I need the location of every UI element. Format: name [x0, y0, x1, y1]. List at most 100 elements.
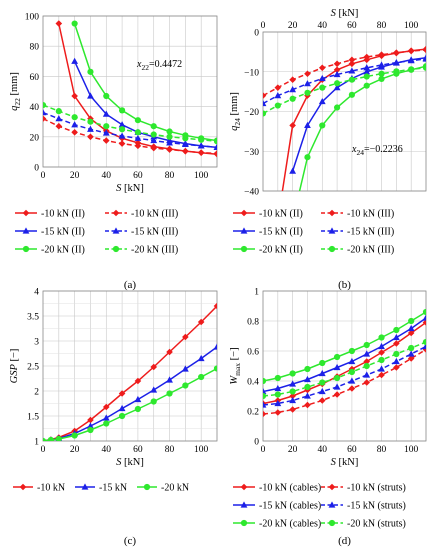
y-tick-label: 0.8: [247, 318, 259, 328]
data-point: [289, 388, 296, 395]
data-point: [333, 60, 341, 68]
data-point: [274, 399, 282, 407]
legend-label: -10 kN (struts): [347, 483, 406, 494]
data-point: [213, 365, 217, 372]
x-tick-label: 80: [377, 445, 387, 455]
legend-marker: [328, 483, 336, 491]
data-point: [289, 95, 296, 102]
plot-frame: [42, 15, 218, 168]
data-point: [182, 382, 189, 389]
legend-marker: [240, 483, 248, 491]
data-point: [348, 347, 356, 355]
legend-marker: [240, 501, 248, 508]
legend-marker: [112, 227, 120, 234]
data-point: [333, 66, 341, 74]
data-point: [363, 53, 371, 61]
y-axis-label: GSP [−]: [9, 349, 20, 384]
legend-label: -20 kN (III): [131, 245, 178, 256]
y-tick-label: 1: [34, 438, 39, 448]
legend-label: -20 kN (II): [259, 245, 303, 256]
data-point: [150, 398, 157, 405]
data-point: [43, 109, 47, 116]
y-tick-label: 20: [30, 133, 40, 143]
data-point: [318, 97, 326, 105]
y-axis-label: q24 [mm]: [229, 92, 242, 131]
data-point: [181, 365, 189, 372]
data-point: [43, 115, 47, 122]
data-point: [289, 406, 296, 413]
legend-marker: [81, 483, 89, 490]
legend-label: -15 kN (cables): [259, 501, 321, 512]
legend-label: -10 kN (cables): [259, 483, 321, 494]
x-tick-label: 60: [347, 445, 357, 455]
x-axis-label: S [kN]: [116, 183, 144, 194]
legend-label: -20 kN (III): [347, 245, 394, 256]
data-point: [274, 84, 282, 91]
legend-marker: [112, 245, 120, 253]
data-point: [304, 154, 311, 161]
legend: -10 kN (cables) -10 kN (struts) -15 kN (ca…: [233, 483, 406, 530]
data-point: [47, 436, 55, 441]
data-point: [348, 76, 356, 83]
data-point: [289, 76, 296, 83]
data-point: [289, 380, 297, 387]
y-axis-label: Wmax [−]: [229, 347, 242, 384]
data-point: [134, 395, 142, 403]
data-point: [87, 92, 94, 99]
data-point: [407, 324, 415, 332]
data-point: [378, 51, 385, 58]
legend-marker: [22, 227, 30, 234]
y-tick-label: 0: [254, 438, 259, 448]
legend-marker: [22, 209, 30, 217]
x-tick-label: 40: [102, 171, 112, 181]
data-point: [319, 359, 326, 367]
legend-label: -15 kN (II): [259, 227, 303, 238]
data-point: [87, 68, 94, 75]
data-point: [198, 136, 205, 143]
series-line: [73, 23, 217, 142]
x-tick-label: 60: [347, 21, 357, 31]
series-line: [298, 65, 426, 191]
data-point: [378, 61, 385, 68]
data-point: [363, 64, 371, 71]
legend-label: -10 kN (II): [41, 209, 85, 220]
data-point: [333, 383, 341, 390]
data-point: [304, 121, 311, 129]
data-point: [103, 420, 110, 427]
series-line: [263, 311, 426, 382]
x-tick-label: 100: [194, 171, 209, 181]
data-point: [102, 403, 110, 411]
data-point: [181, 140, 189, 147]
data-point: [378, 349, 385, 356]
legend-label: -10 kN (III): [347, 209, 394, 220]
data-point: [182, 135, 189, 142]
x-tick-label: 40: [318, 445, 328, 455]
y-tick-label: 100: [25, 13, 40, 23]
legend-marker: [22, 245, 30, 253]
legend-marker: [240, 227, 248, 234]
data-point: [182, 147, 189, 155]
data-point: [71, 432, 78, 439]
data-point: [318, 74, 326, 82]
y-tick-label: −40: [244, 188, 259, 198]
y-tick-label: 0.6: [247, 348, 259, 358]
x-axis-label: S [kN]: [331, 457, 359, 468]
data-point: [43, 437, 47, 441]
data-point: [304, 89, 311, 96]
data-point: [118, 107, 126, 114]
legend-marker: [328, 245, 336, 253]
data-point: [263, 110, 267, 117]
data-point: [378, 70, 385, 77]
data-point: [55, 122, 63, 130]
data-point: [393, 364, 400, 371]
data-point: [274, 391, 281, 398]
data-point: [87, 133, 94, 141]
data-point: [134, 129, 142, 136]
series-group: [263, 45, 426, 191]
data-point: [134, 405, 142, 413]
y-tick-label: 0.4: [247, 378, 259, 388]
data-point: [378, 334, 385, 341]
data-point: [263, 410, 267, 418]
data-point: [263, 99, 267, 107]
data-point: [304, 375, 311, 383]
